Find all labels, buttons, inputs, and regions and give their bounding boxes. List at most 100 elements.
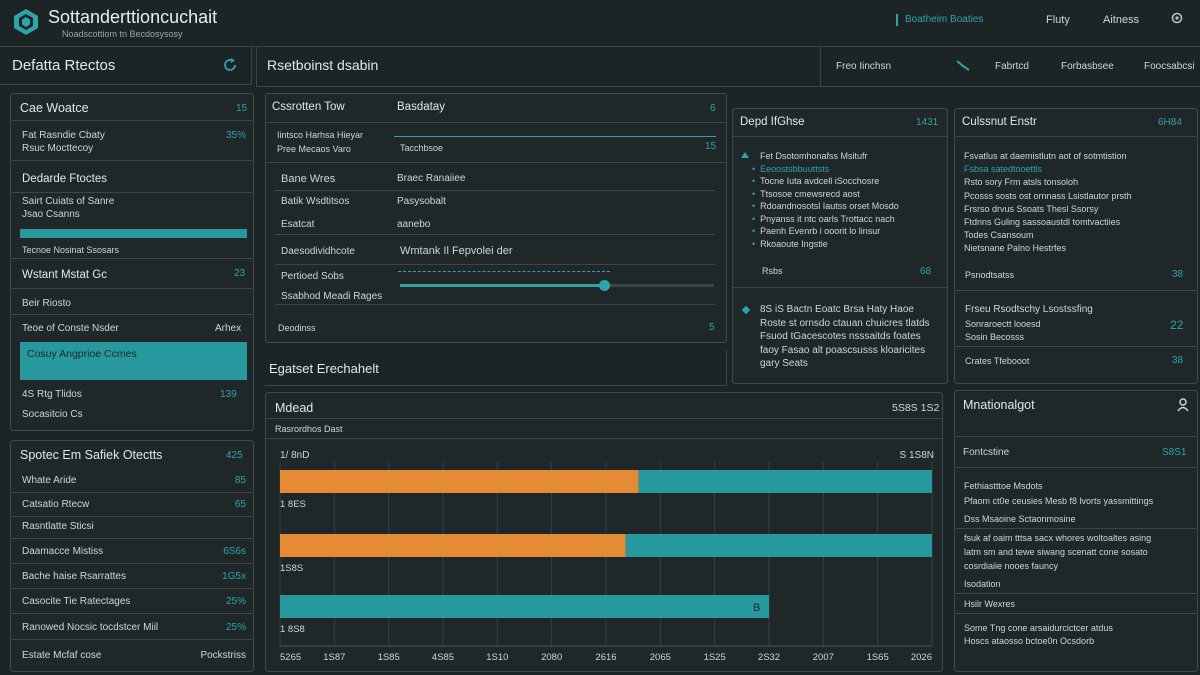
field-label: Pertioed Sobs: [281, 271, 344, 282]
info-card-b-title: Culssnut Enstr: [962, 116, 1037, 128]
toolbar-item[interactable]: Forbasbsee: [1061, 61, 1114, 72]
field-value[interactable]: Wmtank Il Fepvolei der: [400, 245, 513, 257]
list-item[interactable]: Crates Tfebooot: [965, 356, 1030, 366]
header-nav-link[interactable]: Boatheim Boaties: [905, 14, 984, 25]
list-item[interactable]: Casocite Tie Ratectages: [22, 596, 131, 607]
left-card-1-count: 15: [236, 103, 248, 114]
list-item[interactable]: Beir Riosto: [22, 298, 71, 309]
list-item[interactable]: Frsrso drvus Ssoats Thesl Ssorsy: [964, 203, 1099, 214]
info-card-a-title: Depd IfGhse: [740, 116, 805, 128]
caret-up-icon: [741, 152, 749, 158]
list-item[interactable]: Pnyanss it ntc oarls Trottacc nach: [752, 214, 895, 224]
list-item[interactable]: Jsao Csanns: [22, 209, 80, 220]
list-item[interactable]: Daamacce Mistiss: [22, 546, 104, 557]
bar-end-marker: B: [753, 602, 760, 614]
list-item[interactable]: 4S Rtg Tlidos: [22, 389, 82, 400]
x-tick-label: 2065: [650, 652, 671, 663]
list-item[interactable]: Whate Aride: [22, 475, 77, 486]
header-nav-item-1[interactable]: Fluty: [1046, 14, 1070, 26]
bar-segment: [638, 470, 932, 493]
highlight-button-label: Cosuy Angprioe Ccmes: [27, 348, 137, 360]
slider-track[interactable]: [400, 284, 714, 287]
list-item[interactable]: Rkoaoute Ingstie: [752, 239, 828, 249]
list-item[interactable]: Fat Rasndie Cbaty: [22, 130, 105, 141]
header-rule: [0, 46, 1200, 47]
list-item[interactable]: fsuk af oaim tttsa sacx whores woltoalte…: [964, 533, 1152, 543]
middle-card-col2: Basdatay: [397, 101, 445, 113]
link-icon[interactable]: [956, 59, 970, 74]
divider: [265, 438, 943, 439]
field-value[interactable]: Braec Ranaiiee: [397, 173, 466, 184]
tag-label: Tacchbsoe: [400, 143, 444, 153]
x-tick-label: 2026: [911, 652, 932, 663]
list-item[interactable]: Sonraroectt looesd: [965, 319, 1041, 329]
list-item[interactable]: Isodation: [964, 579, 1001, 589]
list-item[interactable]: Catsatio Rtecw: [22, 499, 90, 510]
user-icon[interactable]: [1177, 398, 1189, 415]
divider: [10, 160, 254, 161]
list-item[interactable]: Tocne Iuta avdcell iSocchosre: [752, 176, 879, 186]
list-item[interactable]: Pree Mecaos Varo: [277, 144, 351, 154]
list-item[interactable]: Frseu Rsodtschy Lsostssfing: [965, 304, 1093, 315]
field-label: Batik Wsdtitsos: [281, 196, 350, 207]
card-footer-value: 5: [709, 322, 715, 333]
list-item[interactable]: Nietsnane Palno Hestrfes: [964, 243, 1067, 254]
list-item[interactable]: Fsvatlus at daemistlutn aot of sotmtisti…: [964, 151, 1127, 161]
middle-section-bar: [265, 350, 727, 386]
list-item[interactable]: Socasitcio Cs: [22, 409, 83, 420]
header-nav-item-2[interactable]: Aitness: [1103, 14, 1140, 26]
list-item[interactable]: Dss Msaoine Sctaonmosine: [964, 514, 1076, 524]
info-card-c-subtitle: Fontcstine: [963, 447, 1010, 458]
list-item-value: 139: [220, 389, 237, 400]
divider: [10, 492, 254, 493]
list-item-value: 25%: [225, 622, 246, 633]
list-item[interactable]: Rsto sory Frm atsls tonsoloh: [964, 177, 1079, 188]
list-item[interactable]: Ftdnns Guling sassoaustdl tomtvactiies: [964, 217, 1121, 227]
list-item-value: 85: [234, 475, 246, 486]
toolbar-item[interactable]: Fabrtcd: [995, 61, 1029, 72]
list-item[interactable]: Teoe of Conste Nsder: [22, 323, 119, 334]
list-item[interactable]: Todes Csansoum: [964, 230, 1034, 241]
list-item[interactable]: Ttsosoe cmewsrecd aost: [752, 189, 860, 199]
divider: [265, 162, 727, 163]
list-item[interactable]: Ranowed Nocsic tocdstcer Miil: [22, 622, 159, 633]
field-value[interactable]: aanebo: [397, 219, 431, 230]
info-card-b: [954, 108, 1198, 384]
list-item[interactable]: Eeoostsbbuuttsts: [752, 164, 829, 174]
refresh-icon[interactable]: [222, 57, 238, 76]
list-item-value: 65: [234, 499, 246, 510]
list-item[interactable]: Fsbsa satedtooettls: [964, 164, 1043, 175]
list-item[interactable]: Bache haise Rsarrattes: [22, 571, 126, 582]
toolbar-item[interactable]: Foocsabcsi: [1144, 61, 1195, 72]
list-item-value: 15: [705, 141, 717, 152]
list-item[interactable]: Some Tng cone arsaidurcictcer atdus: [964, 623, 1113, 633]
slider-thumb[interactable]: [599, 280, 611, 291]
bar-category-label: 1 8S8: [280, 624, 305, 635]
list-item[interactable]: Sairt Cuiats of Sanre: [22, 196, 115, 207]
list-item[interactable]: Pcosss sosts ost ornnass Lsistlautor prs…: [964, 190, 1132, 201]
list-item[interactable]: Iintsco Harhsa Hieyar: [277, 130, 364, 140]
info-card-c-subtitle-num: S8S1: [1162, 447, 1187, 458]
settings-icon[interactable]: [1170, 11, 1184, 28]
field-label: Daesodividhcote: [281, 246, 355, 257]
highlight-button[interactable]: Cosuy Angprioe Ccmes: [20, 342, 247, 380]
app-logo-icon: [12, 8, 40, 36]
list-item[interactable]: Estate Mcfaf cose: [22, 650, 102, 661]
list-item[interactable]: Fethiastttoe Msdots: [964, 481, 1043, 491]
list-item[interactable]: Rasntlatte Sticsi: [22, 521, 94, 532]
list-item-value: 1G5x: [222, 571, 246, 582]
list-item[interactable]: Paenh Evenrb i ooorit lo linsur: [752, 226, 880, 236]
field-value[interactable]: Pasysobalt: [397, 196, 446, 207]
list-item[interactable]: Pfaom ct0e ceusies Mesb f8 lvorts yassmi…: [964, 496, 1154, 506]
list-item[interactable]: Hoscs ataosso bctoe0n Ocsdorb: [964, 636, 1095, 646]
list-item[interactable]: Hsilr Wexres: [964, 599, 1015, 609]
toolbar-item[interactable]: Freo Iinchsn: [836, 61, 892, 72]
list-item[interactable]: latm sm and tewe siwang scenatt cone sos…: [964, 547, 1148, 557]
list-item[interactable]: Rsuc Mocttecoy: [22, 143, 94, 154]
list-item[interactable]: Rdoandnosotsl Iautss orset Mosdo: [752, 201, 899, 211]
info-card-c-title: Mnationalgot: [963, 398, 1035, 412]
list-item[interactable]: Fet Dsotomhonafss Msitufr: [760, 151, 868, 161]
list-item[interactable]: cosrdiaiie nooes fauncy: [964, 561, 1059, 571]
info-card-b-num: 6H84: [1158, 117, 1182, 128]
list-item[interactable]: Sosin Becosss: [965, 332, 1025, 342]
